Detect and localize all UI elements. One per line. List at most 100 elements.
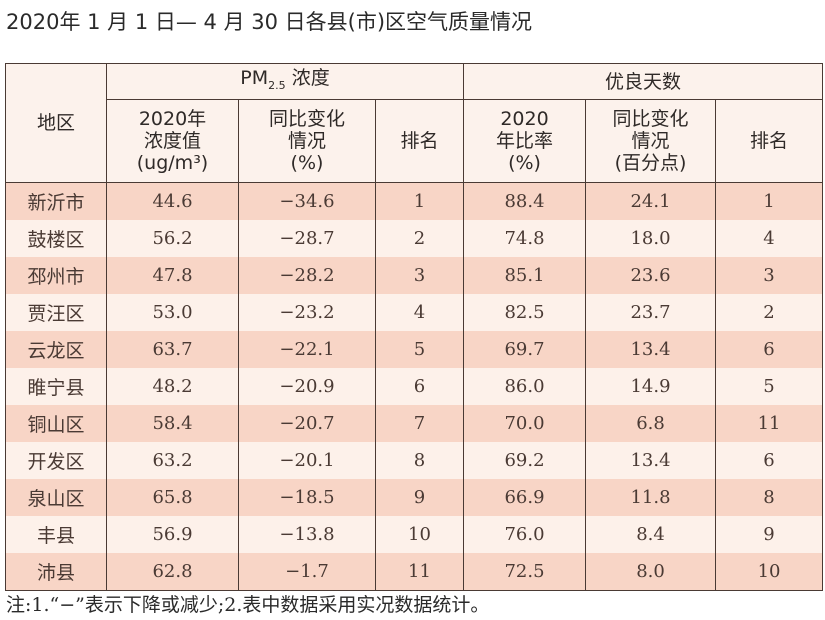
cell-good-rate: 72.5 [463, 553, 587, 591]
cell-good-rank: 5 [715, 368, 824, 405]
cell-pm-value: 65.8 [106, 479, 239, 516]
header-good-rank: 排名 [715, 99, 824, 183]
table-row: 云龙区 63.7 −22.1 5 69.7 13.4 6 [5, 331, 824, 368]
cell-pm-change: −20.7 [238, 405, 376, 442]
cell-good-rate: 70.0 [463, 405, 587, 442]
cell-pm-rank: 7 [374, 405, 465, 442]
cell-good-change: 14.9 [585, 368, 717, 405]
cell-good-rate: 69.7 [463, 331, 587, 368]
cell-pm-value: 63.7 [106, 331, 239, 368]
header-region: 地区 [5, 63, 107, 183]
cell-good-rate: 86.0 [463, 368, 587, 405]
header-pm25-group: PM2.5 浓度 [105, 63, 465, 100]
cell-good-change: 13.4 [585, 331, 717, 368]
cell-good-rate: 85.1 [463, 257, 587, 294]
cell-good-rank: 3 [715, 257, 824, 294]
footnote: 注:1.“−”表示下降或减少;2.表中数据采用实况数据统计。 [6, 594, 490, 616]
table-row: 开发区 63.2 −20.1 8 69.2 13.4 6 [5, 442, 824, 479]
header-pm-rank: 排名 [374, 99, 465, 183]
cell-good-rank: 10 [715, 553, 824, 591]
cell-region: 贾汪区 [5, 294, 107, 331]
cell-good-change: 23.7 [585, 294, 717, 331]
cell-good-rank: 8 [715, 479, 824, 516]
cell-good-rate: 88.4 [463, 182, 587, 220]
cell-pm-rank: 8 [374, 442, 465, 479]
cell-good-rate: 66.9 [463, 479, 587, 516]
cell-good-rank: 2 [715, 294, 824, 331]
cell-good-rank: 1 [715, 182, 824, 220]
cell-pm-change: −34.6 [238, 182, 376, 220]
cell-good-rank: 11 [715, 405, 824, 442]
cell-good-rank: 9 [715, 516, 824, 553]
cell-pm-value: 62.8 [106, 553, 239, 591]
header-pm-value: 2020年 浓度值 (ug/m³) [106, 99, 239, 183]
cell-pm-value: 56.2 [106, 220, 239, 257]
cell-region: 新沂市 [5, 182, 107, 220]
table-row: 鼓楼区 56.2 −28.7 2 74.8 18.0 4 [5, 220, 824, 257]
cell-good-rate: 76.0 [463, 516, 587, 553]
header-good-days-group: 优良天数 [463, 63, 824, 100]
cell-pm-value: 56.9 [106, 516, 239, 553]
cell-good-rank: 6 [715, 331, 824, 368]
table-row: 睢宁县 48.2 −20.9 6 86.0 14.9 5 [5, 368, 824, 405]
cell-good-change: 18.0 [585, 220, 717, 257]
cell-region: 睢宁县 [5, 368, 107, 405]
cell-pm-change: −18.5 [238, 479, 376, 516]
cell-good-change: 13.4 [585, 442, 717, 479]
cell-pm-change: −20.1 [238, 442, 376, 479]
header-good-rate: 2020 年比率 (%) [463, 99, 587, 183]
table-title: 2020年 1 月 1 日— 4 月 30 日各县(市)区空气质量情况 [6, 10, 533, 34]
cell-pm-rank: 9 [374, 479, 465, 516]
cell-good-change: 8.0 [585, 553, 717, 591]
cell-pm-change: −1.7 [238, 553, 376, 591]
cell-pm-rank: 10 [374, 516, 465, 553]
cell-pm-value: 48.2 [106, 368, 239, 405]
cell-region: 云龙区 [5, 331, 107, 368]
cell-pm-value: 63.2 [106, 442, 239, 479]
cell-good-change: 11.8 [585, 479, 717, 516]
cell-pm-change: −28.2 [238, 257, 376, 294]
cell-pm-change: −23.2 [238, 294, 376, 331]
cell-pm-rank: 4 [374, 294, 465, 331]
cell-pm-rank: 1 [374, 182, 465, 220]
header-pm-change: 同比变化 情况 (%) [238, 99, 376, 183]
cell-pm-value: 58.4 [106, 405, 239, 442]
table-row: 邳州市 47.8 −28.2 3 85.1 23.6 3 [5, 257, 824, 294]
cell-pm-value: 44.6 [106, 182, 239, 220]
cell-pm-rank: 6 [374, 368, 465, 405]
cell-region: 泉山区 [5, 479, 107, 516]
cell-region: 丰县 [5, 516, 107, 553]
cell-pm-rank: 3 [374, 257, 465, 294]
air-quality-table: 地区 PM2.5 浓度 优良天数 2020年 浓度值 (ug/m³) 同比变化 情况(… [5, 63, 824, 591]
cell-pm-rank: 11 [374, 553, 465, 591]
cell-good-change: 24.1 [585, 182, 717, 220]
cell-good-rank: 6 [715, 442, 824, 479]
cell-good-change: 6.8 [585, 405, 717, 442]
cell-region: 沛县 [5, 553, 107, 591]
cell-good-change: 8.4 [585, 516, 717, 553]
cell-pm-rank: 5 [374, 331, 465, 368]
cell-good-change: 23.6 [585, 257, 717, 294]
cell-good-rank: 4 [715, 220, 824, 257]
cell-good-rate: 74.8 [463, 220, 587, 257]
table-row: 新沂市 44.6 −34.6 1 88.4 24.1 1 [5, 182, 824, 220]
cell-pm-change: −28.7 [238, 220, 376, 257]
cell-pm-rank: 2 [374, 220, 465, 257]
cell-pm-change: −20.9 [238, 368, 376, 405]
cell-pm-value: 47.8 [106, 257, 239, 294]
cell-good-rate: 69.2 [463, 442, 587, 479]
cell-region: 开发区 [5, 442, 107, 479]
cell-pm-change: −22.1 [238, 331, 376, 368]
cell-region: 铜山区 [5, 405, 107, 442]
cell-region: 鼓楼区 [5, 220, 107, 257]
table-row: 贾汪区 53.0 −23.2 4 82.5 23.7 2 [5, 294, 824, 331]
table-row: 铜山区 58.4 −20.7 7 70.0 6.8 11 [5, 405, 824, 442]
table-row: 泉山区 65.8 −18.5 9 66.9 11.8 8 [5, 479, 824, 516]
cell-pm-value: 53.0 [106, 294, 239, 331]
cell-good-rate: 82.5 [463, 294, 587, 331]
table-row: 丰县 56.9 −13.8 10 76.0 8.4 9 [5, 516, 824, 553]
cell-region: 邳州市 [5, 257, 107, 294]
cell-pm-change: −13.8 [238, 516, 376, 553]
header-good-change: 同比变化 情况 (百分点) [585, 99, 717, 183]
table-row: 沛县 62.8 −1.7 11 72.5 8.0 10 [5, 553, 824, 591]
